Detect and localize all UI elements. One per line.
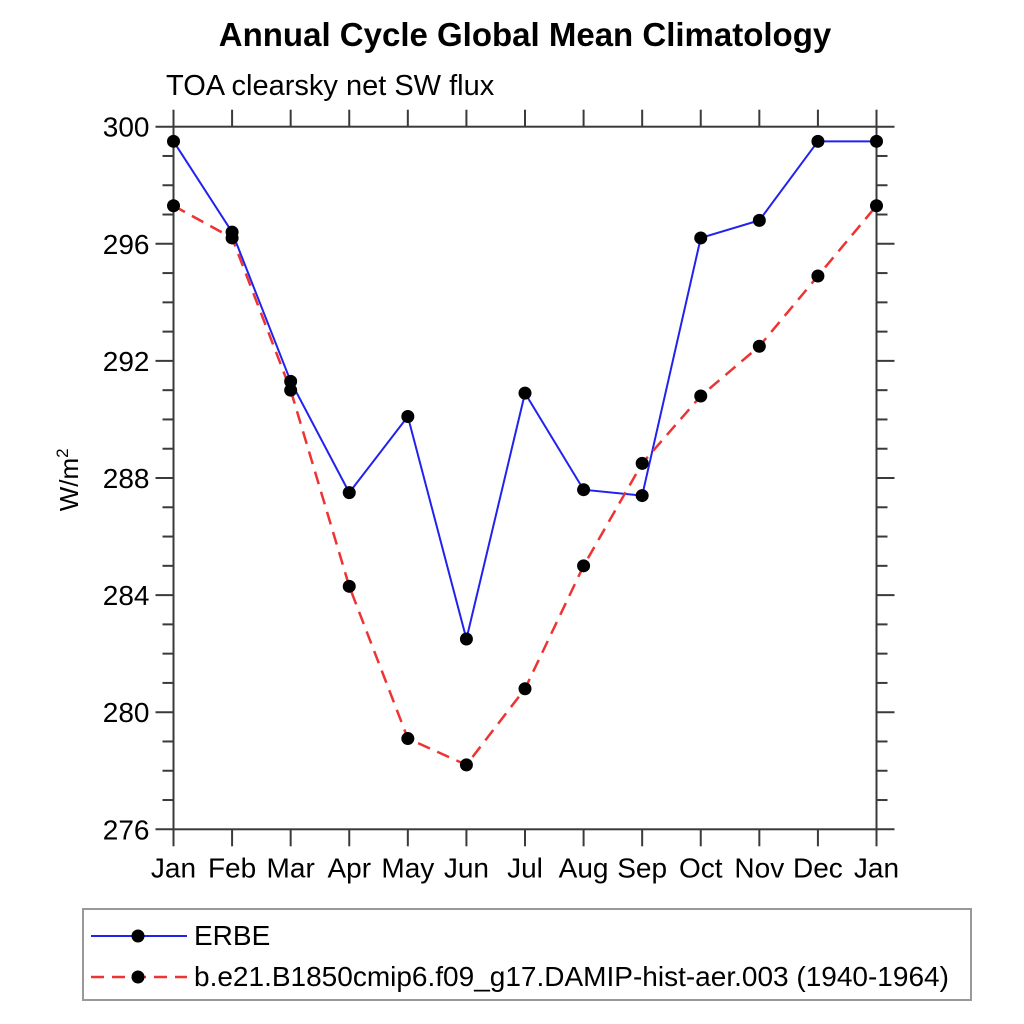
x-axis-tick-label: Sep [617, 852, 667, 883]
y-axis-tick-label: 296 [103, 229, 150, 260]
data-point-marker [342, 579, 356, 593]
data-point-marker [577, 559, 591, 573]
legend-label: ERBE [194, 919, 271, 951]
x-axis-tick-label: May [381, 852, 434, 883]
series-line-1 [172, 204, 878, 767]
legend-marker-dot [131, 970, 145, 983]
legend-marker-dot [131, 929, 145, 942]
data-point-marker [167, 134, 180, 148]
x-axis-tick-label: Mar [267, 852, 315, 883]
y-axis-tick-label: 292 [103, 346, 150, 377]
data-point-marker [342, 486, 356, 500]
data-point-marker [635, 489, 649, 503]
x-axis-tick-label: Oct [679, 852, 723, 883]
data-point-marker [635, 456, 649, 470]
data-point-marker [401, 732, 415, 746]
y-axis-tick-label: 300 [103, 112, 150, 143]
data-point-marker [694, 231, 708, 245]
data-point-marker [225, 231, 239, 245]
x-axis-tick-label: Jan [854, 852, 899, 883]
data-point-marker [694, 389, 708, 403]
data-point-marker [811, 134, 825, 148]
data-point-marker [870, 199, 883, 213]
chart-title: Annual Cycle Global Mean Climatology [218, 16, 832, 53]
chart-subtitle: TOA clearsky net SW flux [166, 70, 495, 102]
plot-frame [172, 125, 878, 831]
x-axis-tick-label: Aug [559, 852, 609, 883]
legend-line-sample [91, 970, 187, 983]
data-point-marker [518, 386, 532, 400]
data-point-marker [284, 383, 298, 397]
x-axis-tick-label: Dec [793, 852, 843, 883]
x-axis-tick-label: Jul [507, 852, 543, 883]
data-point-marker [752, 339, 766, 353]
x-axis-tick-label: Nov [734, 852, 784, 883]
x-axis-tick-label: Feb [208, 852, 256, 883]
legend-item-0: ERBE [90, 916, 970, 956]
legend-line-sample [91, 929, 187, 942]
data-point-marker [811, 269, 825, 283]
y-axis-tick-label: 276 [103, 814, 150, 845]
legend-label: b.e21.B1850cmip6.f09_g17.DAMIP-hist-aer.… [194, 960, 949, 992]
data-point-marker [752, 213, 766, 227]
x-axis-tick-label: Jun [444, 852, 489, 883]
legend-box: ERBE b.e21.B1850cmip6.f09_g17.DAMIP-hist-… [82, 908, 972, 1001]
y-axis-tick-label: 284 [103, 580, 150, 611]
legend-item-1: b.e21.B1850cmip6.f09_g17.DAMIP-hist-aer.… [90, 957, 970, 997]
y-axis-tick-label: 288 [103, 463, 150, 494]
y-axis-tick-label: 280 [103, 697, 150, 728]
data-point-marker [401, 410, 415, 424]
data-point-marker [459, 758, 473, 772]
data-point-marker [870, 134, 883, 148]
x-axis-tick-label: Apr [327, 852, 371, 883]
x-axis-tick-label: Jan [151, 852, 196, 883]
data-point-marker [577, 483, 591, 497]
data-point-marker [518, 682, 532, 696]
data-point-marker [459, 632, 473, 646]
data-point-marker [167, 199, 180, 213]
